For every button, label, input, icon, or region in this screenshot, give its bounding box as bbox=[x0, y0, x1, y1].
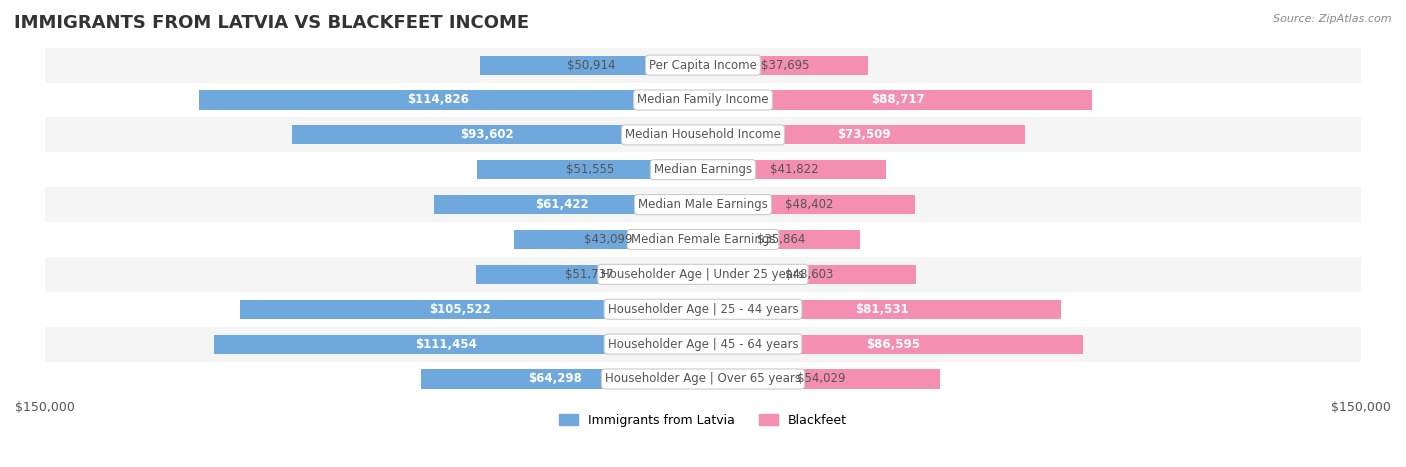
Text: $51,737: $51,737 bbox=[565, 268, 614, 281]
Text: $48,603: $48,603 bbox=[786, 268, 834, 281]
Bar bbox=[703, 195, 915, 214]
Text: Householder Age | 25 - 44 years: Householder Age | 25 - 44 years bbox=[607, 303, 799, 316]
Text: $105,522: $105,522 bbox=[429, 303, 491, 316]
Bar bbox=[515, 230, 703, 249]
Bar bbox=[45, 187, 1361, 222]
Text: Source: ZipAtlas.com: Source: ZipAtlas.com bbox=[1274, 14, 1392, 24]
Text: Median Earnings: Median Earnings bbox=[654, 163, 752, 176]
Text: $111,454: $111,454 bbox=[415, 338, 477, 351]
Bar bbox=[703, 56, 869, 75]
Bar bbox=[45, 152, 1361, 187]
Text: Householder Age | 45 - 64 years: Householder Age | 45 - 64 years bbox=[607, 338, 799, 351]
Text: Per Capita Income: Per Capita Income bbox=[650, 59, 756, 71]
Text: $88,717: $88,717 bbox=[870, 93, 924, 106]
Text: $86,595: $86,595 bbox=[866, 338, 920, 351]
Bar bbox=[703, 125, 1025, 144]
Text: Median Female Earnings: Median Female Earnings bbox=[631, 233, 775, 246]
Bar bbox=[477, 265, 703, 284]
Bar bbox=[420, 369, 703, 389]
Bar bbox=[45, 222, 1361, 257]
Bar bbox=[703, 160, 886, 179]
Text: $43,099: $43,099 bbox=[585, 233, 633, 246]
Bar bbox=[703, 265, 917, 284]
Bar bbox=[433, 195, 703, 214]
Text: $93,602: $93,602 bbox=[461, 128, 515, 142]
Text: Householder Age | Under 25 years: Householder Age | Under 25 years bbox=[602, 268, 804, 281]
Text: $64,298: $64,298 bbox=[529, 373, 582, 385]
Text: $35,864: $35,864 bbox=[758, 233, 806, 246]
Bar bbox=[703, 91, 1092, 110]
Text: $37,695: $37,695 bbox=[762, 59, 810, 71]
Text: $41,822: $41,822 bbox=[770, 163, 820, 176]
Bar bbox=[45, 117, 1361, 152]
Text: Median Male Earnings: Median Male Earnings bbox=[638, 198, 768, 211]
Text: Median Household Income: Median Household Income bbox=[626, 128, 780, 142]
Bar bbox=[200, 91, 703, 110]
Bar bbox=[45, 83, 1361, 117]
Bar bbox=[45, 257, 1361, 292]
Bar bbox=[45, 361, 1361, 396]
Text: Median Family Income: Median Family Income bbox=[637, 93, 769, 106]
Text: $73,509: $73,509 bbox=[838, 128, 891, 142]
Bar bbox=[703, 369, 941, 389]
Bar bbox=[703, 230, 860, 249]
Text: $48,402: $48,402 bbox=[785, 198, 834, 211]
Text: $51,555: $51,555 bbox=[565, 163, 614, 176]
Bar bbox=[703, 300, 1060, 319]
Bar bbox=[292, 125, 703, 144]
Bar bbox=[45, 292, 1361, 327]
Legend: Immigrants from Latvia, Blackfeet: Immigrants from Latvia, Blackfeet bbox=[554, 409, 852, 432]
Text: IMMIGRANTS FROM LATVIA VS BLACKFEET INCOME: IMMIGRANTS FROM LATVIA VS BLACKFEET INCO… bbox=[14, 14, 529, 32]
Text: $50,914: $50,914 bbox=[567, 59, 616, 71]
Text: $61,422: $61,422 bbox=[534, 198, 588, 211]
Text: Householder Age | Over 65 years: Householder Age | Over 65 years bbox=[605, 373, 801, 385]
Bar bbox=[477, 160, 703, 179]
Text: $54,029: $54,029 bbox=[797, 373, 846, 385]
Text: $114,826: $114,826 bbox=[408, 93, 470, 106]
Bar bbox=[214, 334, 703, 354]
Bar bbox=[45, 48, 1361, 83]
Text: $81,531: $81,531 bbox=[855, 303, 908, 316]
Bar bbox=[45, 327, 1361, 361]
Bar bbox=[479, 56, 703, 75]
Bar bbox=[240, 300, 703, 319]
Bar bbox=[703, 334, 1083, 354]
